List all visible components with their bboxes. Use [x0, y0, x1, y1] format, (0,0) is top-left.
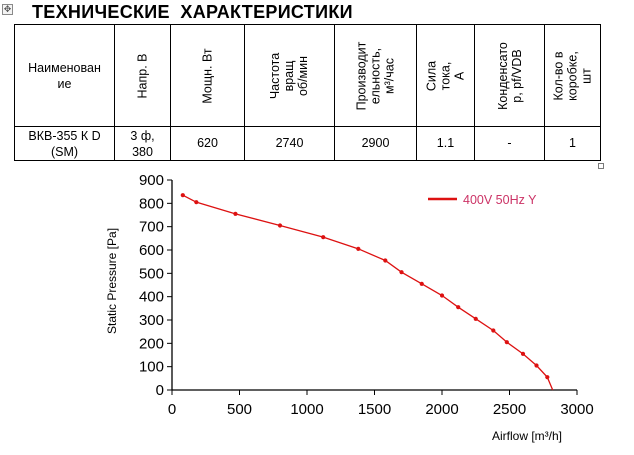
x-tick-label: 1500: [358, 401, 391, 418]
y-tick-label: 400: [139, 289, 164, 306]
table-header-row: Наименован ие Напр. В Мощн. Вт Частота в…: [14, 24, 601, 127]
data-point: [180, 193, 185, 198]
table-resize-handle[interactable]: [598, 163, 604, 169]
x-tick-label: 2000: [425, 401, 458, 418]
page-title: ТЕХНИЧЕСКИЕ ХАРАКТЕРИСТИКИ: [32, 2, 353, 22]
cell-current: 1.1: [416, 126, 475, 161]
data-point: [233, 211, 238, 216]
cell-capacitor: -: [474, 126, 545, 161]
data-point: [491, 328, 496, 333]
data-point: [419, 281, 424, 286]
cell-power: 620: [170, 126, 245, 161]
data-point: [534, 363, 539, 368]
x-tick-label: 0: [168, 401, 176, 418]
y-tick-label: 300: [139, 312, 164, 329]
header-voltage: Напр. В: [114, 24, 171, 127]
data-point: [383, 258, 388, 263]
data-point: [399, 270, 404, 275]
data-point: [439, 293, 445, 298]
header-capacitor: Конденсато р, pf/VDB: [474, 24, 545, 127]
cell-name: ВКВ-355 К D (SM): [14, 126, 115, 161]
cell-box-qty: 1: [544, 126, 601, 161]
header-speed: Частота вращ об/мин: [244, 24, 335, 127]
header-power: Мощн. Вт: [170, 24, 245, 127]
y-tick-label: 700: [139, 219, 164, 236]
table-move-handle[interactable]: ✥: [2, 4, 13, 15]
header-name: Наименован ие: [14, 24, 115, 127]
fan-curve-chart: Static Pressure [Pa] Airflow [m³/h] 0 100…: [105, 172, 594, 443]
y-tick-label: 100: [139, 359, 164, 376]
y-tick-label: 600: [139, 242, 164, 259]
specs-table: Наименован ие Напр. В Мощн. Вт Частота в…: [14, 24, 601, 161]
header-capacity: Производит ельность, м³/час: [334, 24, 417, 127]
cell-capacity: 2900: [334, 126, 417, 161]
cell-speed: 2740: [244, 126, 335, 161]
series-line: [182, 194, 554, 391]
x-tick-label: 3000: [560, 401, 593, 418]
y-axis-title: Static Pressure [Pa]: [105, 228, 119, 334]
legend-label: 400V 50Hz Y: [463, 193, 537, 207]
data-point: [545, 375, 550, 380]
data-point: [356, 246, 361, 251]
data-point: [321, 235, 326, 240]
data-point: [456, 305, 461, 310]
y-tick-label: 200: [139, 335, 164, 352]
y-tick-label: 900: [139, 172, 164, 189]
cell-voltage: 3 ф, 380: [114, 126, 171, 161]
data-point: [504, 340, 509, 345]
data-point: [520, 351, 526, 356]
data-point: [194, 200, 199, 205]
x-axis-title: Airflow [m³/h]: [492, 429, 562, 443]
header-current: Сила тока, А: [416, 24, 475, 127]
table-row: ВКВ-355 К D (SM) 3 ф, 380 620 2740 2900 …: [14, 126, 601, 161]
y-tick-label: 0: [156, 382, 164, 399]
x-tick-label: 1000: [290, 401, 323, 418]
y-tick-label: 800: [139, 195, 164, 212]
data-point: [473, 316, 478, 321]
y-tick-label: 500: [139, 265, 164, 282]
x-tick-label: 2500: [493, 401, 526, 418]
data-point: [277, 223, 283, 228]
header-box-qty: Кол-во в коробке, шт: [544, 24, 601, 127]
x-tick-label: 500: [227, 401, 252, 418]
